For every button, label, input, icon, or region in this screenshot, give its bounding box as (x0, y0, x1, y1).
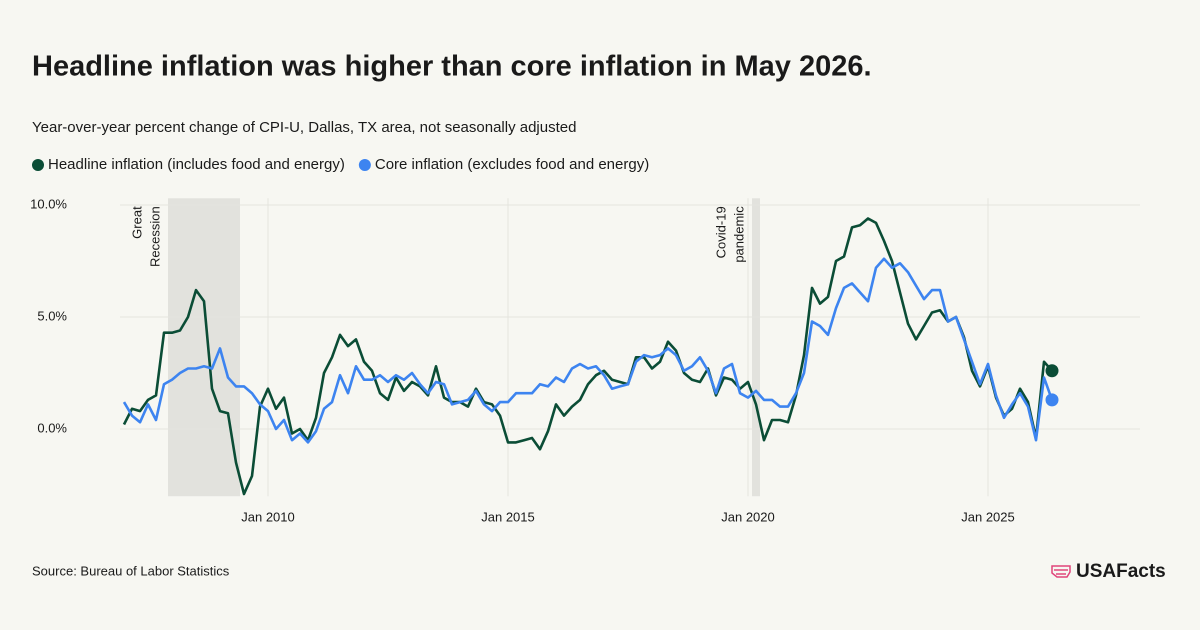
logo-icon (1051, 565, 1071, 578)
shaded-period (752, 198, 760, 497)
legend-label: Core inflation (excludes food and energy… (375, 156, 649, 173)
y-tick-label: 5.0% (37, 308, 67, 323)
series-line (122, 257, 1054, 444)
chart-title: Headline inflation was higher than core … (32, 51, 872, 83)
period-label: Recession (147, 206, 162, 267)
legend-label: Headline inflation (includes food and en… (48, 156, 345, 173)
source: Source: Bureau of Labor Statistics (32, 563, 230, 578)
subtitle: Year-over-year percent change of CPI-U, … (32, 119, 576, 136)
x-tick-label: Jan 2025 (961, 509, 1015, 524)
x-tick-label: Jan 2020 (721, 509, 775, 524)
period-label: Covid-19 (713, 206, 728, 258)
x-tick-label: Jan 2015 (481, 509, 535, 524)
y-tick-label: 0.0% (37, 420, 67, 435)
y-tick-label: 10.0% (30, 196, 67, 211)
legend: Headline inflation (includes food and en… (32, 156, 649, 173)
period-label: pandemic (731, 206, 746, 263)
legend-swatch (358, 159, 371, 171)
legend-swatch (32, 159, 44, 171)
logo: USAFacts (1076, 561, 1166, 582)
end-point (1045, 364, 1059, 378)
period-label: Great (129, 206, 144, 239)
series-line (122, 217, 1053, 496)
shaded-period (168, 198, 240, 497)
x-tick-label: Jan 2010 (241, 509, 295, 524)
end-point (1045, 393, 1059, 407)
